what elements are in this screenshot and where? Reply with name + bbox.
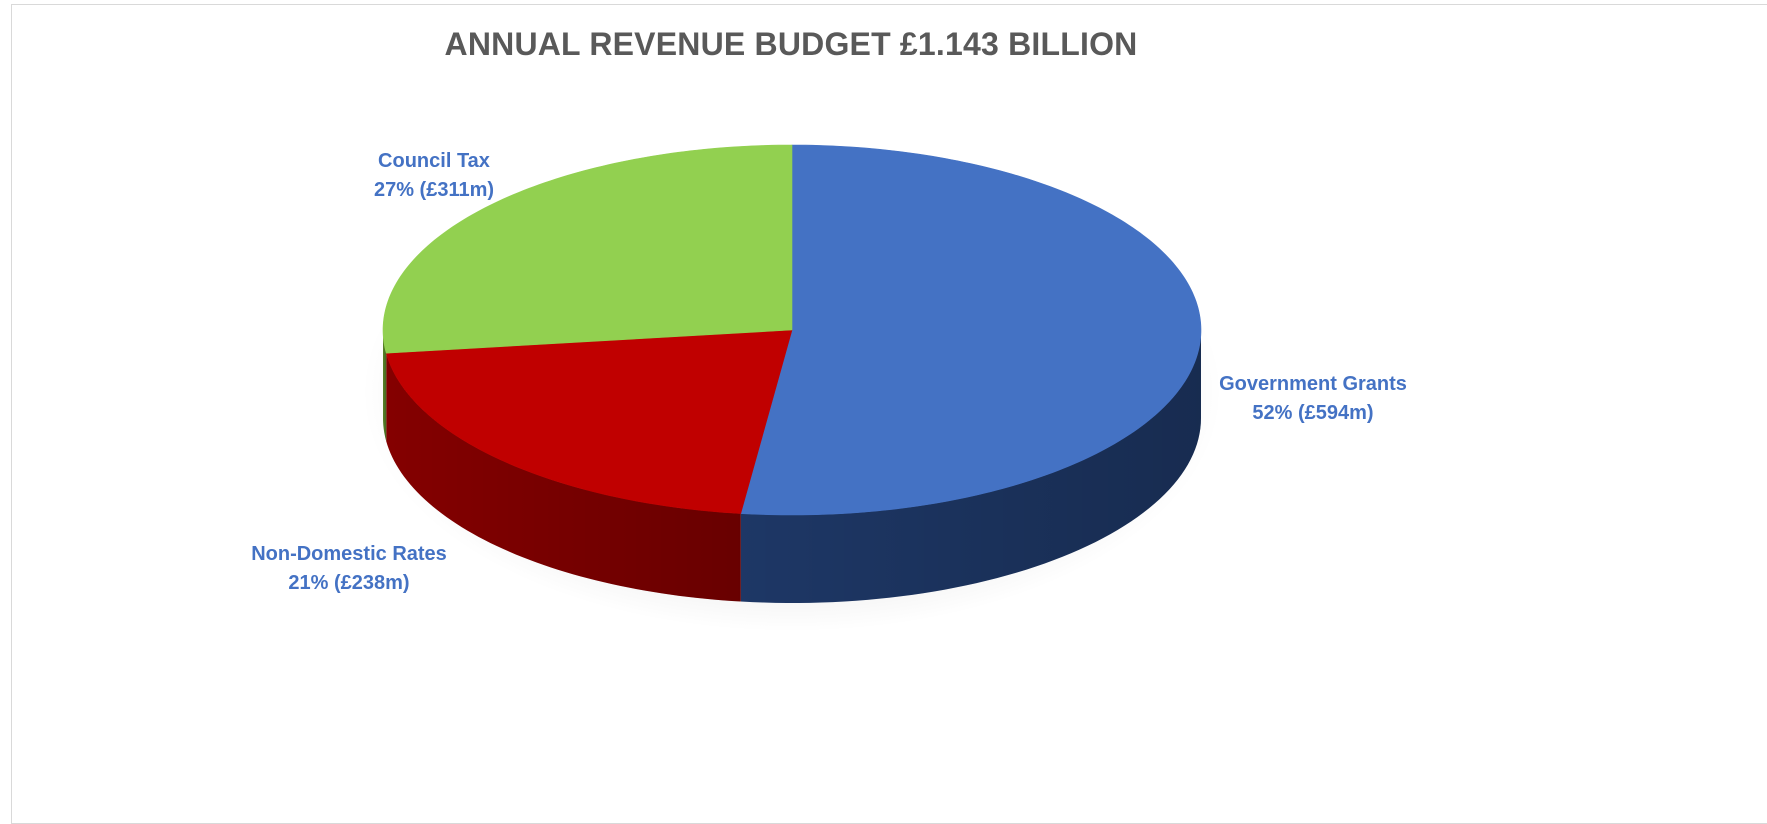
slice-label-value: 21% (£238m) xyxy=(288,572,410,594)
pie-slice-council-tax xyxy=(382,144,793,354)
slice-label-non-domestic-rates: Non-Domestic Rates 21% (£238m) xyxy=(251,540,447,598)
slice-label-value: 52% (£594m) xyxy=(1252,402,1374,424)
slice-label-name: Government Grants xyxy=(1219,373,1407,395)
slice-label-council-tax: Council Tax 27% (£311m) xyxy=(374,147,494,205)
slice-label-name: Non-Domestic Rates xyxy=(251,543,447,565)
pie-side-shade xyxy=(383,330,387,442)
slice-label-value: 27% (£311m) xyxy=(373,179,495,201)
pie-chart xyxy=(362,144,1222,632)
pie-tops xyxy=(382,144,1202,516)
pie-slice-non-domestic-rates xyxy=(385,329,793,514)
pie-side-shade xyxy=(740,330,1201,603)
pie-side-shade xyxy=(386,353,741,602)
pie-sides xyxy=(383,330,1201,603)
slice-label-name: Council Tax xyxy=(378,150,490,172)
slice-label-government-grants: Government Grants 52% (£594m) xyxy=(1219,370,1407,428)
pie-slice-government-grants xyxy=(740,144,1202,516)
chart-title: ANNUAL REVENUE BUDGET £1.143 BILLION xyxy=(444,26,1138,62)
